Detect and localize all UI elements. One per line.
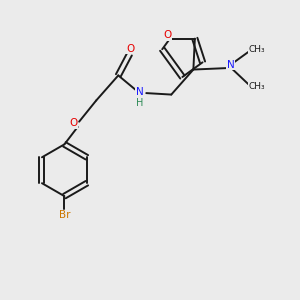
- Text: N: N: [227, 59, 235, 70]
- Text: N: N: [136, 87, 144, 97]
- Text: O: O: [164, 30, 172, 40]
- Text: CH₃: CH₃: [248, 82, 265, 91]
- Text: O: O: [126, 44, 134, 54]
- Text: CH₃: CH₃: [248, 45, 265, 54]
- Text: H: H: [136, 98, 143, 107]
- Text: Br: Br: [59, 210, 70, 220]
- Text: O: O: [70, 118, 78, 128]
